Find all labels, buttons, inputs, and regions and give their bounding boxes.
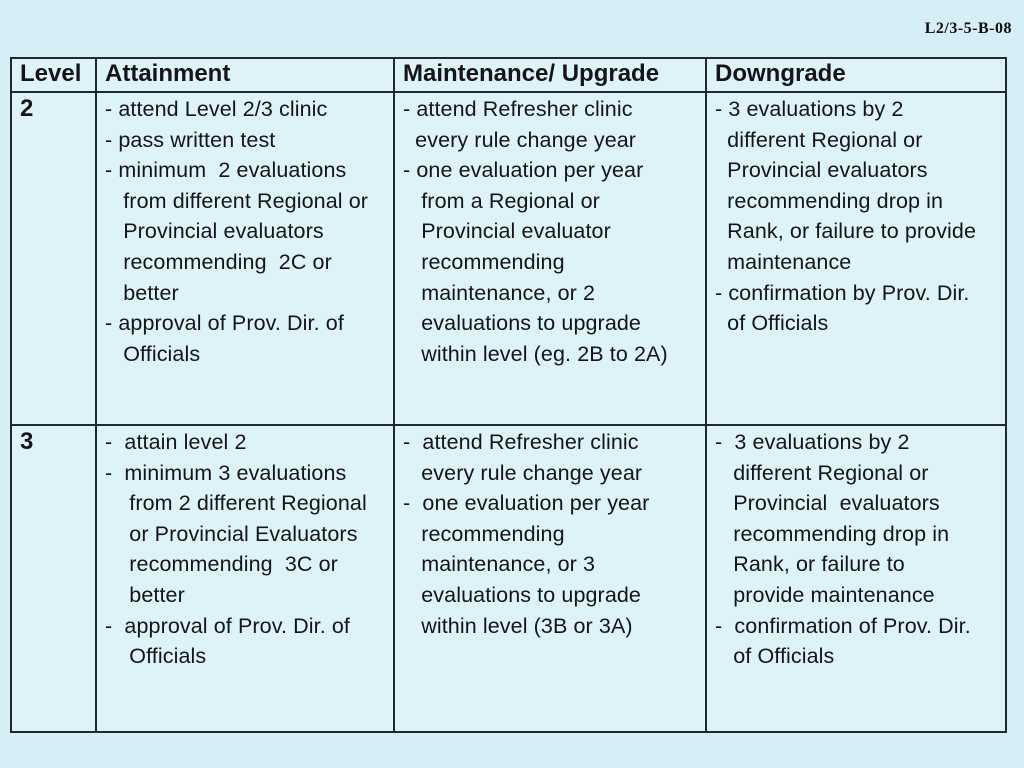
header-downgrade: Downgrade: [705, 57, 1007, 93]
level-2-downgrade-cell: - 3 evaluations by 2 different Regional …: [705, 91, 1007, 426]
table-header-row: Level Attainment Maintenance/ Upgrade Do…: [10, 57, 1007, 93]
table-row-level-2: 2 - attend Level 2/3 clinic - pass writt…: [10, 91, 1007, 426]
header-maintenance-upgrade: Maintenance/ Upgrade: [393, 57, 707, 93]
requirements-table: Level Attainment Maintenance/ Upgrade Do…: [10, 57, 1007, 733]
level-3-attainment-cell: - attain level 2 - minimum 3 evaluations…: [95, 424, 395, 733]
level-2-cell: 2: [10, 91, 97, 426]
slide-code-label: L2/3-5-B-08: [924, 20, 1012, 37]
header-level: Level: [10, 57, 97, 93]
table-row-level-3: 3 - attain level 2 - minimum 3 evaluatio…: [10, 424, 1007, 733]
level-3-maintenance-upgrade-cell: - attend Refresher clinic every rule cha…: [393, 424, 707, 733]
level-3-downgrade-cell: - 3 evaluations by 2 different Regional …: [705, 424, 1007, 733]
level-3-cell: 3: [10, 424, 97, 733]
level-2-attainment-cell: - attend Level 2/3 clinic - pass written…: [95, 91, 395, 426]
level-2-maintenance-upgrade-cell: - attend Refresher clinic every rule cha…: [393, 91, 707, 426]
header-attainment: Attainment: [95, 57, 395, 93]
